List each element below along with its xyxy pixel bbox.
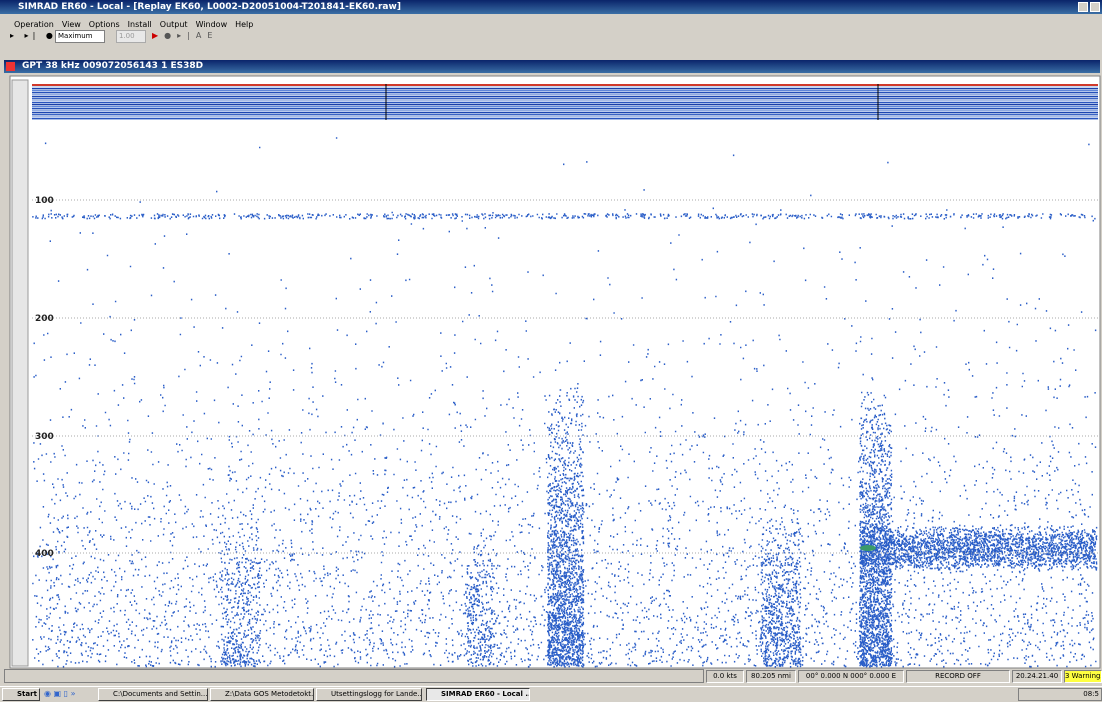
depth-lines [32,199,1098,554]
surface-stripe [32,118,1098,120]
echo-noise [32,137,1098,668]
surface-stripe [32,108,1098,110]
window-icon [6,62,15,71]
surface-stripe [32,102,1098,104]
depth-label: 100 [35,196,54,206]
surface-stripes [32,88,1098,120]
system-tray: 08:5 [1018,688,1102,701]
status-position: 00° 0.000 N 000° 0.000 E [798,670,904,683]
surface-stripe [32,110,1098,112]
status-distance: 80.205 nmi [746,670,796,683]
task-item[interactable]: Utsettingslogg for Lande... [316,688,422,701]
surface-stripe [32,106,1098,108]
quick-launch[interactable]: ◉ ▣ ▯ » [44,689,76,698]
surface-stripe [32,92,1098,94]
range-value: Maximum [58,32,93,40]
app-title: SIMRAD ER60 - Local - [Replay EK60, L000… [18,2,401,12]
menu-item[interactable]: View [61,20,81,29]
menu-item[interactable]: Output [159,20,188,29]
task-item[interactable]: C:\Documents and Settin... [98,688,208,701]
echogram-title: GPT 38 kHz 009072056143 1 ES38D [22,61,204,71]
status-warnings[interactable]: 3 Warnings [1064,670,1102,683]
depth-label: 300 [35,432,54,442]
restore-button[interactable] [1090,2,1100,12]
app-title-bar: SIMRAD ER60 - Local - [Replay EK60, L000… [0,0,1102,14]
surface-stripe [32,88,1098,90]
menu-item[interactable]: Help [235,20,254,29]
menu-bar: Operation View Options Install Output Window H… [14,15,261,29]
surface-stripe [32,114,1098,116]
echogram-frame [9,75,1101,669]
surface-stripe [32,90,1098,92]
clock: 08:5 [1083,690,1099,698]
surface-stripe [32,116,1098,118]
task-item-active[interactable]: SIMRAD ER60 - Local ... [426,688,530,701]
menu-item[interactable]: Operation [14,20,54,29]
status-speed: 0.0 kts [706,670,744,683]
minimize-button[interactable] [1078,2,1088,12]
depth-ruler [11,79,29,667]
menu-item[interactable]: Window [195,20,228,29]
playback-buttons[interactable]: ▶●▸|AE [152,31,219,40]
surface-stripe [32,112,1098,114]
status-blank [4,669,704,683]
status-time: 20.24.21.40 [1012,670,1062,683]
menu-item[interactable]: Options [88,20,120,29]
surface-stripe [32,98,1098,100]
speed-value: 1.00 [119,32,135,40]
speed-field[interactable]: 1.00 [116,30,146,43]
surface-stripe [32,94,1098,96]
menu-item[interactable]: Install [127,20,152,29]
fish-school [860,545,876,551]
echogram-title-bar: GPT 38 kHz 009072056143 1 ES38D [4,60,1100,73]
toolbar-buttons[interactable]: ▸ ▸| ● [10,31,57,40]
surface-stripe [32,96,1098,98]
surface-stripe [32,104,1098,106]
status-record: RECORD OFF [906,670,1010,683]
task-item[interactable]: Z:\Data GOS Metodetokt... [210,688,314,701]
start-button[interactable]: Start [2,688,40,701]
depth-label: 200 [35,314,54,324]
range-combo[interactable]: Maximum [55,30,105,43]
depth-label: 400 [35,549,54,559]
surface-stripe [32,100,1098,102]
